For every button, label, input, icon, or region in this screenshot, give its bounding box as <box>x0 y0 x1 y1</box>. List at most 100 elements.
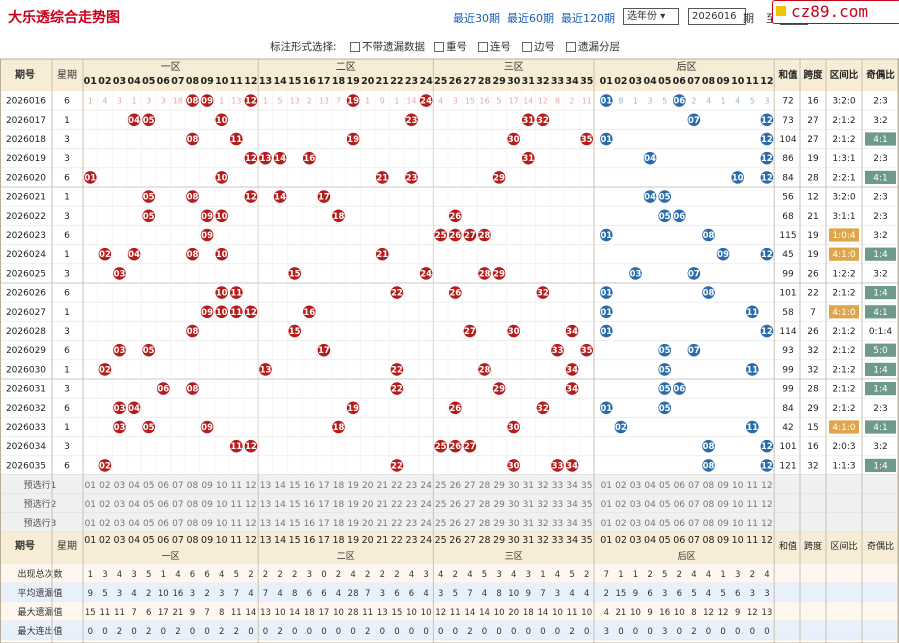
option-layer[interactable]: 遗漏分层 <box>566 39 620 54</box>
footer-back-value: 8 <box>691 608 696 618</box>
front-ball-number: 25 <box>435 231 447 241</box>
footer-front-value: 4 <box>438 570 443 580</box>
option-no-miss[interactable]: 不带遗漏数据 <box>350 39 425 54</box>
checkbox-icon[interactable] <box>434 42 444 52</box>
week-cell: 6 <box>64 461 70 471</box>
front-ball-number: 27 <box>464 231 476 241</box>
footer-back-value: 0 <box>706 627 711 637</box>
recent-120-link[interactable]: 最近120期 <box>561 12 615 25</box>
front-ball-number: 11 <box>230 135 242 145</box>
front-ball <box>434 228 448 242</box>
back-ball <box>658 190 671 203</box>
odd-even-cell: 1:4 <box>873 461 888 471</box>
odd-even-cell: 1:4 <box>873 250 888 260</box>
preselect-front-number: 16 <box>304 519 316 529</box>
zone-ratio-cell: 2:1:2 <box>832 404 855 414</box>
footer-front-value: 3 <box>526 570 531 580</box>
recent-60-link[interactable]: 最近60期 <box>507 12 554 25</box>
preselect-front-number: 28 <box>479 500 491 510</box>
footer-front-value: 2 <box>365 627 370 637</box>
footer-front-value: 0 <box>482 627 487 637</box>
front-ball-number: 26 <box>449 231 461 241</box>
front-ball <box>98 363 112 376</box>
checkbox-icon[interactable] <box>522 42 532 52</box>
option-repeat[interactable]: 重号 <box>434 39 467 54</box>
front-ball-number: 05 <box>143 116 155 126</box>
footer-front-value: 4 <box>131 589 136 599</box>
back-ball <box>760 151 774 165</box>
front-ball-number: 12 <box>245 97 257 107</box>
footer-front-value: 0 <box>204 627 209 637</box>
front-ball-number: 10 <box>216 308 228 318</box>
back-ball <box>760 171 774 184</box>
footer-front-number: 16 <box>303 535 315 546</box>
preselect-front-number: 10 <box>216 481 228 491</box>
footer-front-value: 11 <box>231 608 242 618</box>
front-ball <box>478 228 491 242</box>
front-ball <box>186 324 199 338</box>
back-ball <box>760 247 774 261</box>
footer-front-number: 13 <box>259 535 271 546</box>
preselect-back-number: 01 <box>601 500 612 510</box>
footer-front-value: 10 <box>494 608 505 618</box>
front-ball-number: 02 <box>99 365 111 375</box>
back-miss: 1 <box>633 97 638 106</box>
span-cell: 7 <box>810 308 816 318</box>
preselect-front-number: 09 <box>201 481 213 491</box>
week-cell: 1 <box>64 116 70 126</box>
footer-front-value: 0 <box>438 627 443 637</box>
preselect-back-number: 08 <box>703 500 715 510</box>
footer-back-value: 3 <box>735 570 740 580</box>
zone-ratio-cell: 2:2:1 <box>832 173 855 183</box>
footer-front-value: 10 <box>406 608 417 618</box>
from-issue-input[interactable]: 2026016 <box>688 8 746 25</box>
front-ball <box>142 343 155 357</box>
period-label: 期 <box>743 12 754 25</box>
preselect-front-number: 10 <box>216 500 228 510</box>
checkbox-icon[interactable] <box>478 42 488 52</box>
back-ball-number: 01 <box>600 135 612 145</box>
preselect-front-number: 30 <box>508 519 520 529</box>
back-ball-number: 01 <box>600 308 612 318</box>
recent-30-link[interactable]: 最近30期 <box>453 12 500 25</box>
footer-back-value: 3 <box>662 627 667 637</box>
front-ball <box>244 439 258 453</box>
preselect-front-number: 14 <box>274 519 286 529</box>
issue-cell: 2026017 <box>6 116 46 126</box>
front-ball-number: 11 <box>230 289 242 299</box>
back-ball <box>643 151 657 165</box>
odd-even-cell: 4:1 <box>873 135 887 145</box>
zone-header: 三区 <box>504 61 524 73</box>
footer-front-value: 0 <box>526 627 531 637</box>
front-ball-number: 26 <box>449 212 461 222</box>
front-ball <box>390 382 404 395</box>
back-number-header: 05 <box>658 76 671 87</box>
front-ball-number: 19 <box>347 97 359 107</box>
footer-front-value: 17 <box>318 608 329 618</box>
option-edge[interactable]: 边号 <box>522 39 555 54</box>
footer-stat-header: 和值 <box>779 540 797 552</box>
front-ball <box>346 94 360 107</box>
preselect-front-number: 26 <box>450 500 462 510</box>
back-ball <box>600 228 613 242</box>
checkbox-icon[interactable] <box>566 42 576 52</box>
front-number-header: 19 <box>346 76 359 87</box>
week-cell: 6 <box>64 289 70 299</box>
front-number-header: 34 <box>565 76 579 87</box>
week-cell: 1 <box>64 193 70 203</box>
footer-back-value: 4 <box>604 608 609 618</box>
front-miss: 3 <box>161 97 166 106</box>
front-miss: 14 <box>523 97 533 106</box>
footer-back-number: 03 <box>629 535 641 546</box>
year-select[interactable]: 选年份 ▾ <box>623 8 679 25</box>
checkbox-icon[interactable] <box>350 42 360 52</box>
preselect-front-number: 04 <box>128 519 140 529</box>
back-ball <box>673 382 686 395</box>
front-miss: 1 <box>132 97 137 106</box>
front-ball <box>200 209 214 223</box>
option-consecutive[interactable]: 连号 <box>478 39 511 54</box>
front-number-header: 01 <box>84 76 97 87</box>
preselect-front-number: 29 <box>493 500 505 510</box>
front-miss: 12 <box>538 97 548 106</box>
front-ball-number: 22 <box>391 385 403 395</box>
